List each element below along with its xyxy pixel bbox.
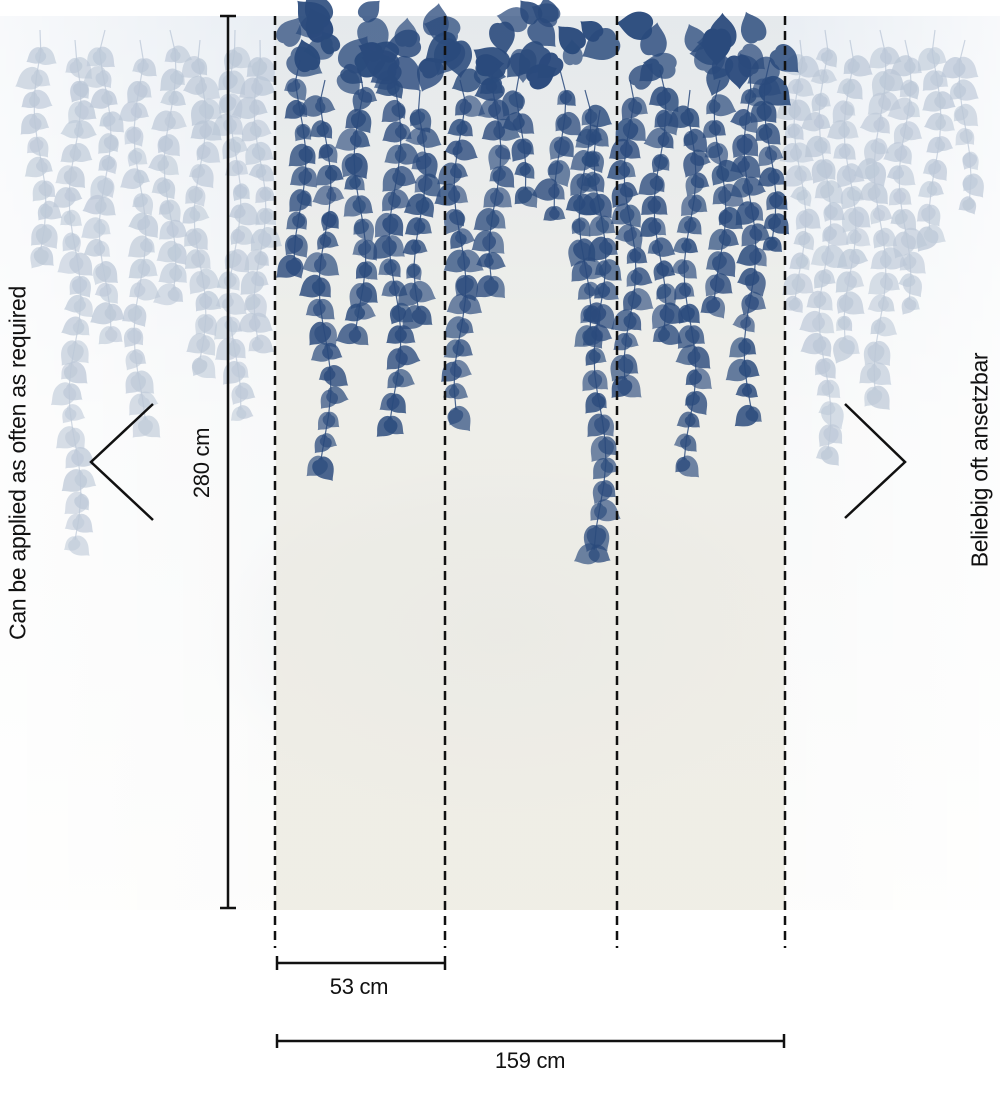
leaf xyxy=(671,213,699,240)
leaf xyxy=(289,122,313,146)
leaf xyxy=(18,153,51,185)
leaf xyxy=(280,208,308,236)
panel-width-dimension-line xyxy=(275,956,447,970)
chevron-left-icon xyxy=(89,403,154,521)
repeat-note-english: Can be applied as often as required xyxy=(4,286,31,640)
leaf xyxy=(114,165,148,196)
leaf xyxy=(831,313,853,336)
leaf xyxy=(443,116,470,141)
leaf xyxy=(728,401,762,435)
leaf xyxy=(672,409,698,433)
leaf xyxy=(731,241,765,273)
chevron-right-icon xyxy=(844,403,907,519)
hanging-leaves-main xyxy=(269,0,808,571)
leaf xyxy=(784,249,811,276)
leaf xyxy=(795,329,829,361)
repeat-note-german: Beliebig oft ansetzbar xyxy=(966,352,993,568)
leaf xyxy=(249,184,274,209)
leaf xyxy=(863,292,892,318)
leaf xyxy=(284,163,315,193)
total-width-label: 159 cm xyxy=(494,1048,566,1073)
leaf xyxy=(856,110,887,138)
total-width-dimension-line xyxy=(275,1034,786,1048)
height-dimension-line xyxy=(220,14,236,910)
leaf xyxy=(957,150,980,174)
height-label: 280 cm xyxy=(189,427,214,499)
right-faded-leaves xyxy=(770,29,992,472)
leaf xyxy=(180,330,213,361)
panel-width-label: 53 cm xyxy=(329,974,389,999)
leaf xyxy=(734,7,770,47)
leaf xyxy=(57,313,87,342)
left-faded-leaves xyxy=(10,29,288,563)
panel-seam-lines xyxy=(273,16,787,948)
